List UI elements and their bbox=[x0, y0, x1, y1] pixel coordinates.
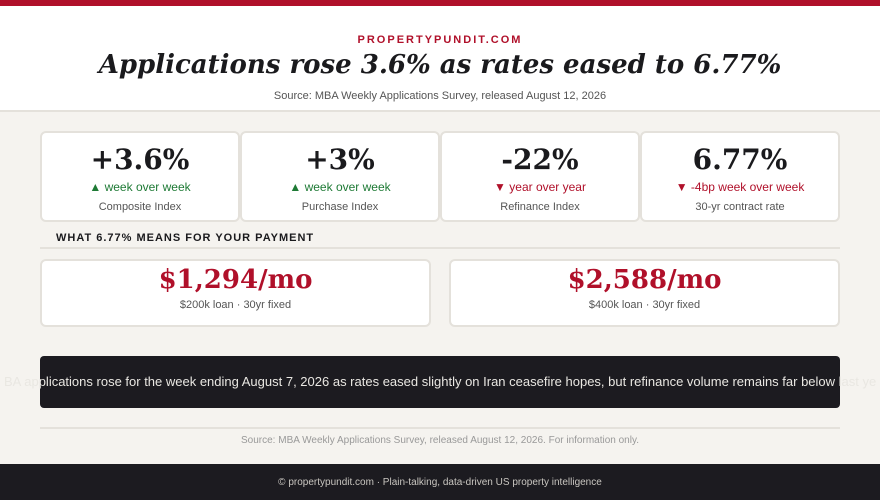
header: PROPERTYPUNDIT.COM Applications rose 3.6… bbox=[0, 6, 880, 112]
payment-card-400k: $2,588/mo $400k loan · 30yr fixed bbox=[449, 259, 840, 327]
stat-change: ▲ week over week bbox=[289, 180, 391, 194]
stat-value: +3% bbox=[305, 143, 375, 176]
stat-card-purchase: +3% ▲ week over week Purchase Index bbox=[240, 131, 440, 222]
page-title: Applications rose 3.6% as rates eased to… bbox=[98, 50, 782, 80]
divider bbox=[40, 247, 840, 249]
arrow-up-icon: ▲ bbox=[289, 180, 302, 194]
payment-card-200k: $1,294/mo $200k loan · 30yr fixed bbox=[40, 259, 431, 327]
brand-name[interactable]: PROPERTYPUNDIT.COM bbox=[357, 34, 523, 46]
source-line: Source: MBA Weekly Applications Survey, … bbox=[273, 90, 607, 102]
stat-card-composite: +3.6% ▲ week over week Composite Index bbox=[40, 131, 240, 222]
stat-cards: +3.6% ▲ week over week Composite Index +… bbox=[40, 131, 840, 222]
footer-text: © propertypundit.com · Plain-talking, da… bbox=[278, 477, 602, 488]
footnote: Source: MBA Weekly Applications Survey, … bbox=[241, 435, 639, 446]
stat-change: ▼ year over year bbox=[494, 180, 586, 194]
footer: © propertypundit.com · Plain-talking, da… bbox=[0, 464, 880, 500]
stat-card-rate: 6.77% ▼ -4bp week over week 30-yr contra… bbox=[640, 131, 840, 222]
summary-banner: BA applications rose for the week ending… bbox=[4, 356, 876, 408]
payment-label: $400k loan · 30yr fixed bbox=[588, 299, 701, 311]
stat-change: ▲ week over week bbox=[89, 180, 191, 194]
summary-text: BA applications rose for the week ending… bbox=[4, 374, 877, 389]
arrow-up-icon: ▲ bbox=[89, 180, 102, 194]
divider bbox=[40, 427, 840, 429]
stat-value: 6.77% bbox=[692, 143, 788, 176]
arrow-down-icon: ▼ bbox=[494, 180, 506, 194]
stat-label: Purchase Index bbox=[301, 201, 379, 213]
payment-label: $200k loan · 30yr fixed bbox=[179, 299, 292, 311]
stat-label: 30-yr contract rate bbox=[695, 201, 785, 213]
stat-value: -22% bbox=[501, 143, 579, 176]
arrow-down-icon: ▼ bbox=[675, 180, 688, 194]
stat-value: +3.6% bbox=[90, 143, 190, 176]
stat-change: ▼ -4bp week over week bbox=[675, 180, 805, 194]
stat-card-refinance: -22% ▼ year over year Refinance Index bbox=[440, 131, 640, 222]
payment-amount: $1,294/mo bbox=[158, 265, 313, 295]
stat-label: Composite Index bbox=[98, 201, 182, 213]
section-heading: WHAT 6.77% MEANS FOR YOUR PAYMENT bbox=[56, 232, 315, 244]
stat-label: Refinance Index bbox=[500, 201, 580, 213]
top-accent-bar bbox=[0, 0, 880, 6]
payment-amount: $2,588/mo bbox=[567, 265, 722, 295]
